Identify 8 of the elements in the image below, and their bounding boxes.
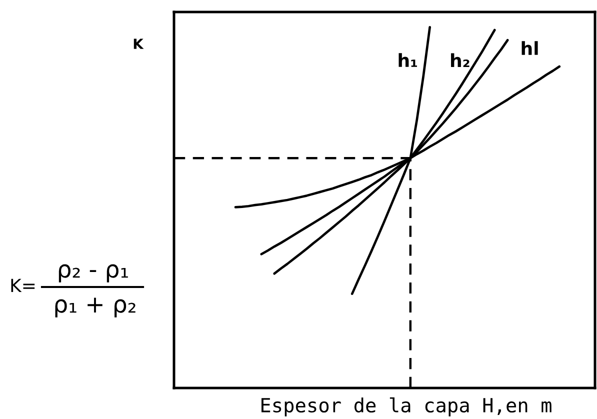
y-axis-title: K [134,38,144,49]
text: ρ₁ + ρ₂ [55,298,136,318]
series-label: h₁ [398,53,417,67]
series-label: hl [522,41,538,55]
text: K= [11,278,35,292]
series-label: h₂ [451,53,470,68]
x-axis-title: Espesor de la capa H,en m [262,397,552,416]
text: ρ₂ - ρ₁ [58,264,128,282]
